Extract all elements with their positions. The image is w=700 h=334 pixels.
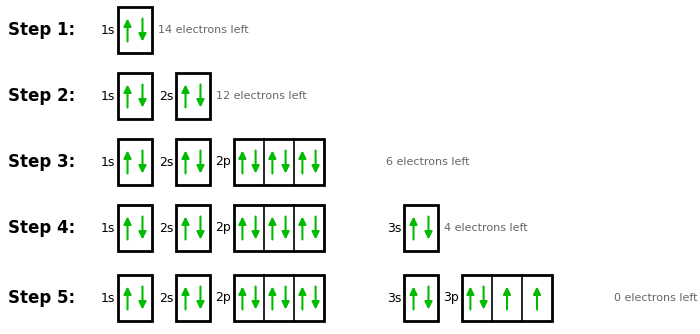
Text: 3s: 3s bbox=[386, 292, 401, 305]
Text: 1s: 1s bbox=[101, 221, 115, 234]
Bar bbox=[234, 205, 324, 251]
Text: 3s: 3s bbox=[386, 221, 401, 234]
Text: 6 electrons left: 6 electrons left bbox=[386, 157, 470, 167]
Bar bbox=[176, 139, 210, 185]
Text: 1s: 1s bbox=[101, 292, 115, 305]
Text: 1s: 1s bbox=[101, 90, 115, 103]
Text: Step 5:: Step 5: bbox=[8, 289, 75, 307]
Text: 2s: 2s bbox=[159, 156, 173, 168]
Bar bbox=[176, 275, 210, 321]
Bar bbox=[118, 73, 152, 119]
Text: Step 4:: Step 4: bbox=[8, 219, 76, 237]
Text: 2s: 2s bbox=[159, 90, 173, 103]
Text: 4 electrons left: 4 electrons left bbox=[444, 223, 528, 233]
Bar bbox=[462, 275, 552, 321]
Bar bbox=[118, 139, 152, 185]
Text: 1s: 1s bbox=[101, 156, 115, 168]
Text: 2s: 2s bbox=[159, 292, 173, 305]
Text: 3p: 3p bbox=[443, 292, 459, 305]
Bar bbox=[404, 275, 438, 321]
Bar bbox=[118, 7, 152, 53]
Text: 2p: 2p bbox=[216, 221, 231, 234]
Text: 0 electrons left: 0 electrons left bbox=[614, 293, 697, 303]
Bar bbox=[404, 205, 438, 251]
Text: 2p: 2p bbox=[216, 156, 231, 168]
Bar bbox=[118, 205, 152, 251]
Text: 14 electrons left: 14 electrons left bbox=[158, 25, 248, 35]
Text: 1s: 1s bbox=[101, 23, 115, 36]
Text: Step 3:: Step 3: bbox=[8, 153, 76, 171]
Text: 2p: 2p bbox=[216, 292, 231, 305]
Bar bbox=[234, 275, 324, 321]
Text: Step 2:: Step 2: bbox=[8, 87, 76, 105]
Text: Step 1:: Step 1: bbox=[8, 21, 75, 39]
Text: 2s: 2s bbox=[159, 221, 173, 234]
Text: 12 electrons left: 12 electrons left bbox=[216, 91, 307, 101]
Bar bbox=[234, 139, 324, 185]
Bar bbox=[176, 205, 210, 251]
Bar bbox=[118, 275, 152, 321]
Bar bbox=[176, 73, 210, 119]
